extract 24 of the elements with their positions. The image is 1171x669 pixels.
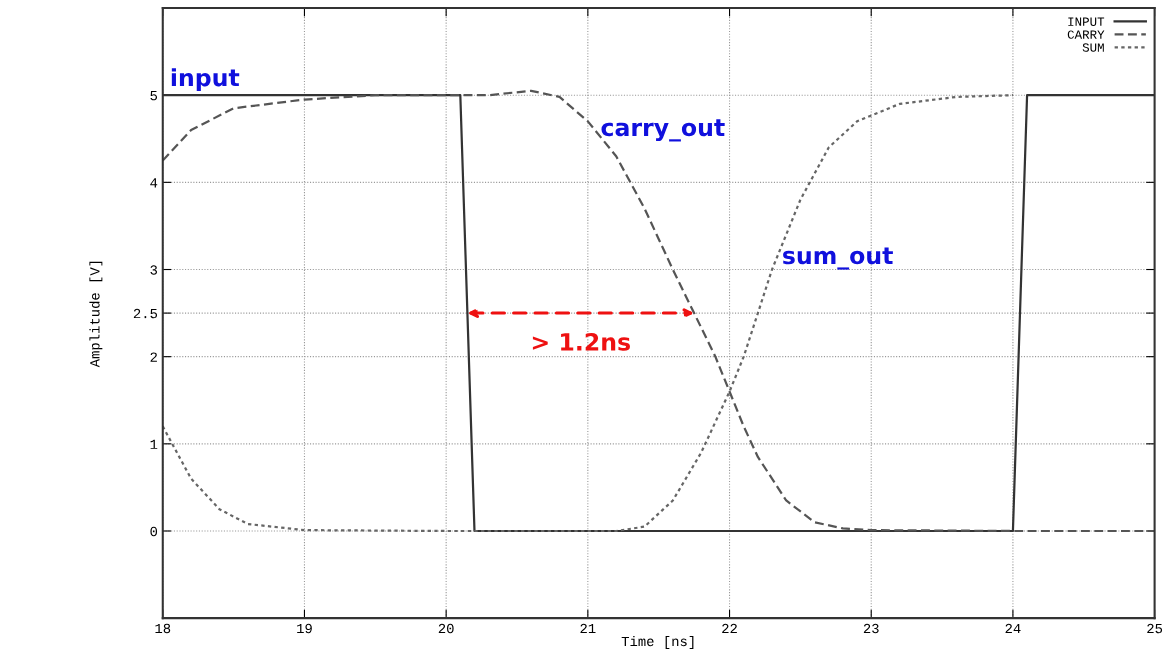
- y-tick-label: 2.5: [133, 308, 158, 319]
- y-tick-label: 5: [150, 91, 158, 101]
- legend-label: SUM: [1082, 43, 1104, 52]
- annotation: > 1.2ns: [532, 332, 630, 351]
- x-tick-label: 23: [863, 623, 879, 634]
- y-tick-label: 1: [150, 439, 158, 449]
- y-tick-label: 0: [150, 526, 158, 537]
- legend-label: INPUT: [1068, 17, 1105, 26]
- y-axis-title: Amplitude [V]: [89, 261, 103, 368]
- y-tick-label: 4: [150, 178, 158, 188]
- x-tick-label: 24: [1005, 623, 1021, 634]
- annotation: input: [171, 68, 240, 92]
- y-tick-label: 2: [150, 352, 157, 362]
- x-tick-label: 25: [1147, 623, 1163, 634]
- x-tick-label: 20: [438, 623, 454, 634]
- x-tick-label: 21: [580, 623, 596, 634]
- x-tick-label: 18: [155, 623, 171, 634]
- annotation: carry_out: [601, 119, 725, 142]
- x-tick-label: 22: [722, 623, 737, 634]
- annotation: sum_out: [783, 247, 893, 270]
- x-tick-label: 19: [297, 623, 312, 634]
- x-axis-title: Time [ns]: [621, 635, 694, 649]
- y-tick-label: 3: [150, 265, 158, 275]
- legend-label: CARRY: [1067, 30, 1105, 39]
